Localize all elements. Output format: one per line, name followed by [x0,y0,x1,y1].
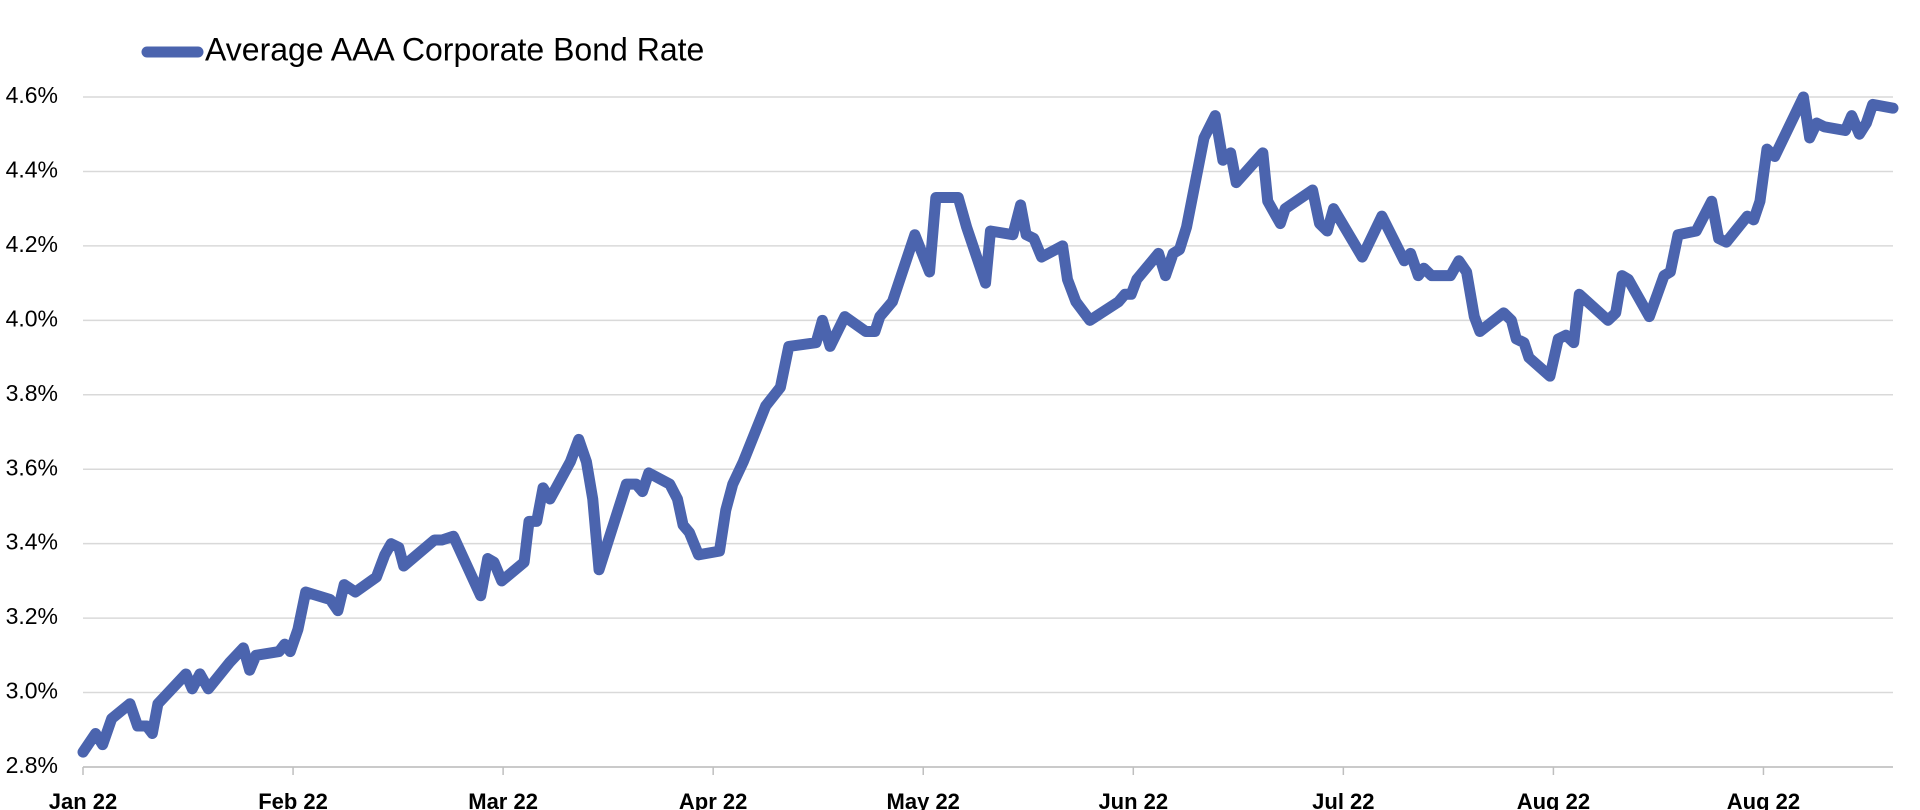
x-tick-label: Feb 22 [258,789,328,810]
y-tick-label: 3.2% [6,603,58,629]
x-tick-label: Jun 22 [1098,789,1168,810]
y-tick-label: 4.4% [6,157,58,183]
x-tick-label: Jan 22 [49,789,118,810]
legend-label: Average AAA Corporate Bond Rate [205,31,704,67]
x-tick-label: Apr 22 [679,789,747,810]
x-tick-label: May 22 [887,789,960,810]
y-tick-label: 2.8% [6,752,58,778]
y-tick-label: 3.8% [6,380,58,406]
y-tick-label: 4.6% [6,82,58,108]
x-tick-label: Mar 22 [468,789,538,810]
x-tick-label: Aug 22 [1727,789,1800,810]
y-tick-label: 3.6% [6,454,58,480]
x-tick-label: Jul 22 [1312,789,1374,810]
y-tick-label: 4.0% [6,305,58,331]
y-tick-label: 3.0% [6,678,58,704]
y-tick-label: 3.4% [6,529,58,555]
y-tick-label: 4.2% [6,231,58,257]
data-line [77,91,1899,758]
x-tick-label: Aug 22 [1517,789,1590,810]
